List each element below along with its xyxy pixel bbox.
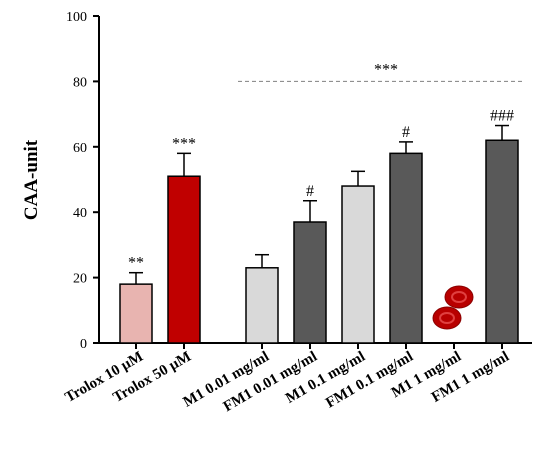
y-tick-label: 0 <box>80 337 87 352</box>
red-blood-cell <box>432 306 462 330</box>
bar <box>341 185 375 344</box>
x-tick-label: Trolox 10 μM <box>63 349 146 406</box>
y-tick-label: 60 <box>73 141 87 156</box>
bar <box>119 283 153 344</box>
bar <box>485 139 519 344</box>
red-blood-cells-icon <box>432 285 474 330</box>
bar <box>293 221 327 344</box>
significance-label: # <box>306 183 314 200</box>
significance-label: *** <box>172 135 196 152</box>
red-blood-cell-center <box>451 291 467 303</box>
y-tick-label: 80 <box>73 75 87 90</box>
bar <box>389 152 423 344</box>
bar <box>167 175 201 344</box>
group-bracket-label: *** <box>374 61 398 78</box>
significance-label: ### <box>490 108 514 125</box>
significance-label: ** <box>128 255 144 272</box>
y-tick-label: 40 <box>73 206 87 221</box>
red-blood-cell-center <box>439 312 455 324</box>
red-blood-cell <box>444 285 474 309</box>
y-axis-label: CAA-unit <box>21 139 42 220</box>
significance-label: # <box>402 124 410 141</box>
y-tick-label: 20 <box>73 272 87 287</box>
y-tick-label: 100 <box>66 10 87 25</box>
bar <box>245 267 279 344</box>
